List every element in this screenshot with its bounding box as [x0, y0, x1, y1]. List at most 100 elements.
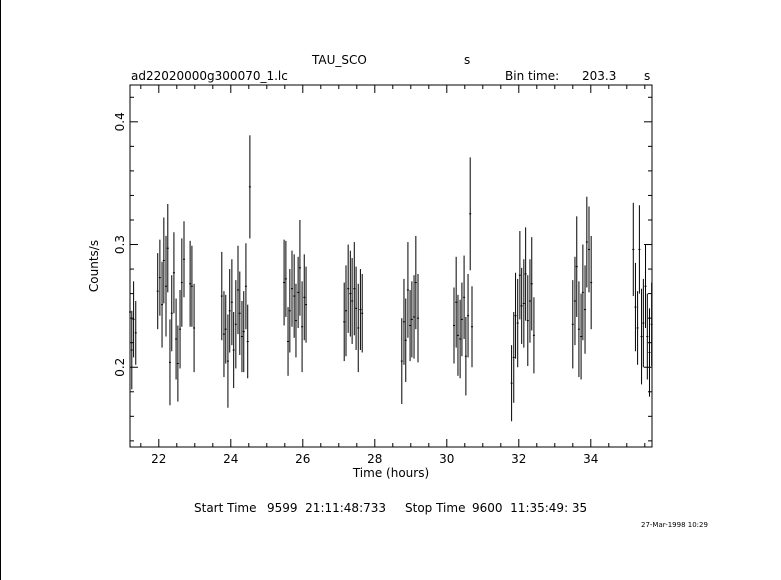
data-point [638, 205, 641, 294]
x-axis-label: Time (hours) [352, 466, 429, 480]
data-point [409, 289, 412, 362]
data-point [248, 135, 251, 239]
y-tick-label: 0.3 [113, 235, 127, 254]
data-point [290, 250, 294, 327]
data-point [355, 266, 358, 351]
data-point [134, 300, 137, 365]
data-point [284, 240, 287, 317]
data-point [361, 273, 364, 353]
data-point [236, 245, 240, 335]
data-point [644, 244, 647, 328]
data-point [580, 293, 583, 380]
data-point [469, 157, 472, 271]
data-point [456, 294, 459, 376]
data-point [532, 297, 535, 374]
x-tick-label: 24 [223, 452, 238, 466]
data-point [180, 238, 183, 327]
axis-ticks [130, 85, 652, 447]
x-tick-label: 34 [583, 452, 598, 466]
data-point [246, 304, 249, 379]
data-point [179, 289, 182, 369]
x-tick-label: 32 [511, 452, 526, 466]
data-point [510, 345, 513, 422]
data-point [455, 256, 458, 348]
data-point [512, 312, 515, 403]
data-point [575, 216, 578, 317]
data-point [130, 310, 133, 390]
data-point [349, 250, 352, 337]
bin-time-unit: s [644, 69, 651, 83]
data-point [242, 291, 245, 373]
data-point [413, 275, 416, 359]
start-time-value: 9599 21:11:48:733 [267, 501, 387, 515]
data-point [230, 259, 233, 346]
data-point [530, 237, 533, 331]
x-tick-label: 28 [367, 452, 382, 466]
data-point [240, 300, 243, 373]
data-point [642, 278, 645, 368]
y-tick-label: 0.4 [113, 112, 127, 131]
data-point [400, 318, 403, 405]
file-name: ad22020000g300070_1.lc [131, 69, 288, 83]
data-point [228, 269, 231, 353]
y-tick-label: 0.2 [113, 358, 127, 377]
data-point [351, 258, 354, 344]
x-tick-label: 22 [151, 452, 166, 466]
data-point [220, 251, 223, 341]
date-stamp: 27-Mar-1998 10:29 [641, 521, 708, 529]
data-point [406, 242, 409, 338]
data-point [410, 281, 413, 358]
data-point [305, 266, 308, 343]
data-point [244, 243, 247, 330]
data-point [632, 202, 635, 297]
stop-time-value: 9600 11:35:49: 35 [472, 501, 588, 515]
data-point [224, 294, 227, 364]
data-point [288, 269, 291, 353]
data-point [585, 196, 588, 288]
data-point [587, 206, 591, 293]
data-point [650, 282, 653, 367]
data-point [344, 265, 348, 357]
data-point [176, 325, 179, 402]
data-point [459, 299, 462, 379]
data-point [522, 259, 525, 348]
data-point [182, 221, 186, 298]
data-point [460, 282, 463, 357]
data-point [238, 271, 241, 355]
data-point [297, 256, 300, 328]
data-point [128, 271, 132, 353]
data-point [283, 239, 286, 326]
data-point [514, 272, 517, 359]
data-point [463, 255, 466, 340]
data-point [175, 298, 178, 380]
target-unit: s [464, 53, 471, 67]
data-point [190, 245, 193, 327]
data-point [646, 293, 649, 380]
plot-frame [129, 84, 653, 448]
data-point [347, 244, 350, 333]
stop-time-label: Stop Time [405, 501, 466, 515]
data-point [581, 244, 584, 341]
data-point [343, 282, 346, 362]
data-point [170, 275, 173, 352]
data-point [189, 240, 192, 327]
data-point [156, 253, 159, 330]
data-point [404, 298, 407, 382]
data-point [301, 281, 304, 373]
data-point [452, 287, 456, 364]
data-point [293, 254, 296, 338]
data-point [573, 256, 576, 346]
data-point [524, 227, 527, 321]
data-point [402, 278, 405, 365]
data-points [128, 135, 653, 422]
start-time-label: Start Time [194, 501, 257, 515]
data-point [584, 265, 587, 354]
data-point [222, 291, 225, 378]
data-point [640, 288, 643, 385]
data-point [287, 307, 290, 376]
data-point [172, 232, 175, 314]
data-point [162, 217, 165, 304]
data-point [470, 286, 474, 368]
data-point [526, 275, 529, 367]
